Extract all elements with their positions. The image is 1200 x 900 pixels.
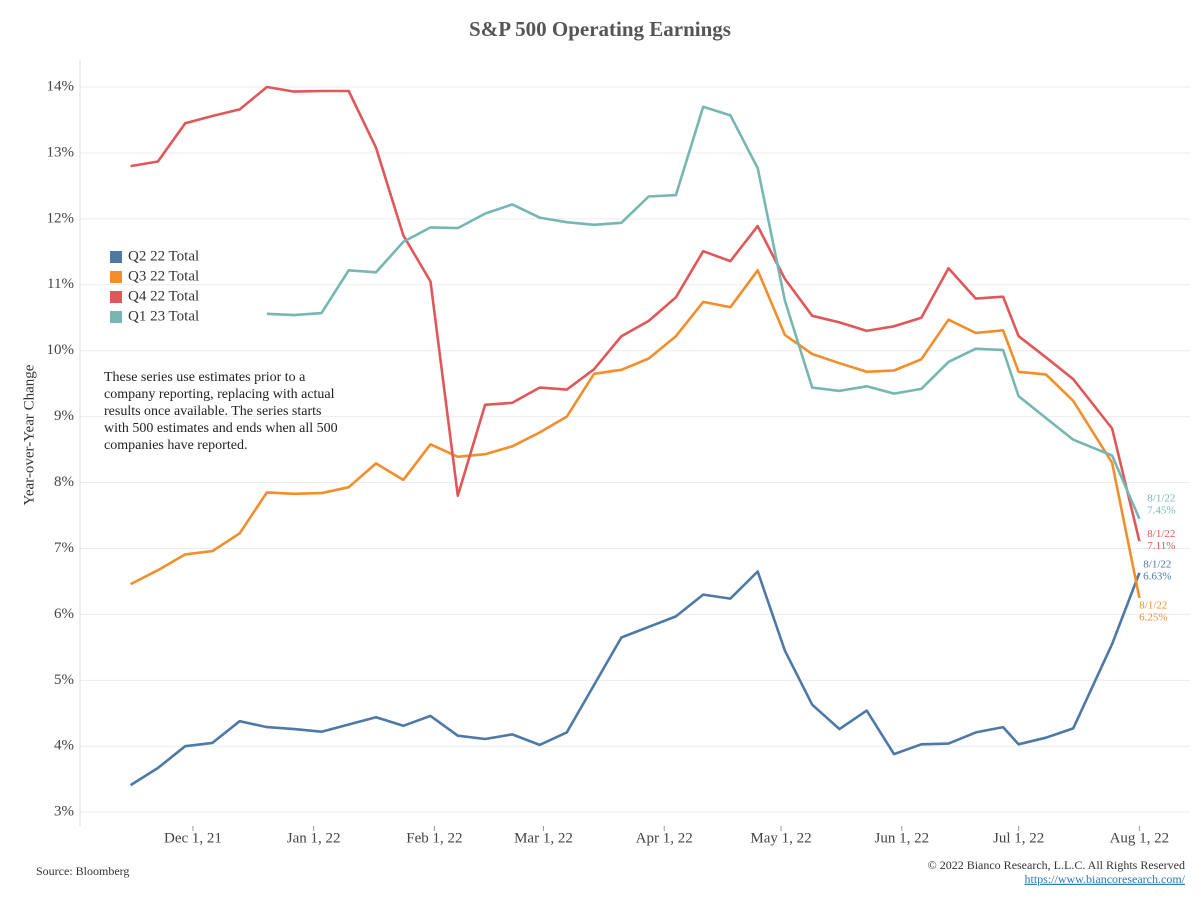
- y-axis-label: Year-over-Year Change: [21, 364, 37, 505]
- y-tick-label: 12%: [47, 210, 75, 226]
- x-tick-label: Jul 1, 22: [993, 830, 1044, 846]
- legend-label: Q1 23 Total: [128, 308, 199, 324]
- y-tick-label: 4%: [54, 738, 74, 754]
- x-tick-label: Mar 1, 22: [514, 830, 573, 846]
- copyright: © 2022 Bianco Research, L.L.C. All Right…: [928, 858, 1185, 872]
- series-line: [130, 269, 1141, 599]
- end-date-label: 8/1/22: [1147, 528, 1175, 540]
- x-tick-label: Feb 1, 22: [406, 830, 462, 846]
- x-tick-label: May 1, 22: [750, 830, 811, 846]
- y-tick-label: 5%: [54, 672, 74, 688]
- end-date-label: 8/1/22: [1143, 558, 1171, 570]
- series-line: [129, 570, 1141, 787]
- end-date-label: 8/1/22: [1147, 492, 1175, 504]
- x-tick-label: Jan 1, 22: [287, 830, 341, 846]
- source: Source: Bloomberg: [36, 864, 129, 878]
- annotation: These series use estimates prior to a: [104, 370, 306, 385]
- y-tick-label: 7%: [54, 540, 74, 556]
- end-date-label: 8/1/22: [1139, 599, 1167, 611]
- x-tick-label: Dec 1, 21: [164, 830, 222, 846]
- y-tick-label: 8%: [54, 474, 74, 490]
- annotation: companies have reported.: [104, 438, 247, 453]
- y-tick-label: 3%: [54, 804, 74, 820]
- annotation: with 500 estimates and ends when all 500: [104, 421, 338, 436]
- legend-swatch: [110, 251, 122, 263]
- legend-label: Q4 22 Total: [128, 288, 199, 304]
- series-line: [266, 105, 1141, 520]
- y-tick-label: 10%: [47, 342, 75, 358]
- x-tick-label: Apr 1, 22: [636, 830, 693, 846]
- series-line: [130, 85, 1141, 542]
- y-tick-label: 14%: [47, 78, 75, 94]
- legend-swatch: [110, 271, 122, 283]
- url-link[interactable]: https://www.biancoresearch.com/: [1024, 872, 1185, 886]
- value-label: 7.11%: [1147, 540, 1175, 552]
- chart-title: S&P 500 Operating Earnings: [469, 17, 731, 41]
- y-tick-label: 6%: [54, 606, 74, 622]
- legend-label: Q3 22 Total: [128, 268, 199, 284]
- value-label: 6.25%: [1139, 611, 1167, 623]
- y-tick-label: 11%: [47, 276, 74, 292]
- legend-swatch: [110, 291, 122, 303]
- legend-label: Q2 22 Total: [128, 248, 199, 264]
- y-tick-label: 9%: [54, 408, 74, 424]
- x-tick-label: Jun 1, 22: [874, 830, 929, 846]
- legend-swatch: [110, 311, 122, 323]
- x-tick-label: Aug 1, 22: [1110, 830, 1170, 846]
- annotation: results once available. The series start…: [104, 404, 321, 419]
- y-tick-label: 13%: [47, 144, 75, 160]
- annotation: company reporting, replacing with actual: [104, 387, 335, 402]
- value-label: 6.63%: [1143, 570, 1171, 582]
- value-label: 7.45%: [1147, 504, 1175, 516]
